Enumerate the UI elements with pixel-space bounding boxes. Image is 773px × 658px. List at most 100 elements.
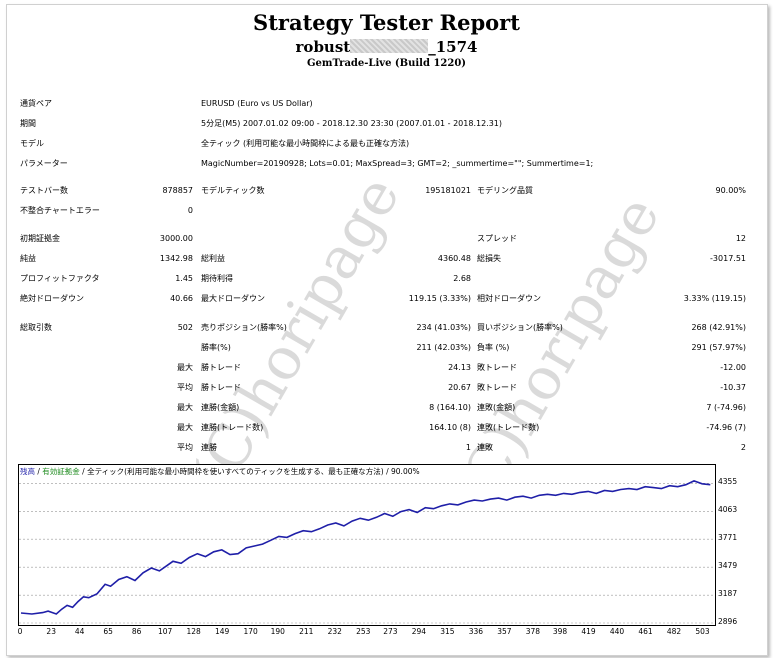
cons-losses-value: 7 (-74.96): [706, 403, 746, 412]
cons-loss-label: 連敗(トレード数): [477, 423, 540, 432]
avg-cons-label: 平均: [177, 443, 193, 452]
period-label: 期間: [20, 119, 36, 128]
short-positions-value: 234 (41.03%): [416, 323, 471, 332]
expected-payoff-label: 期待利得: [201, 274, 233, 283]
legend-margin: 有効証拠金: [42, 467, 80, 476]
mismatch-value: 0: [187, 206, 193, 215]
absolute-drawdown-label: 絶対ドローダウン: [20, 294, 84, 303]
x-tick-label: 357: [497, 627, 512, 636]
long-positions-label: 買いポジション(勝率%): [477, 323, 563, 332]
y-tick-label: 3187: [718, 589, 738, 599]
redaction-mask: [350, 39, 429, 53]
profit-factor-value: 1.45: [175, 274, 193, 283]
total-trades-value: 502: [177, 323, 193, 332]
ticks-value: 195181021: [425, 186, 471, 195]
report-name-suffix: _1574: [428, 38, 478, 56]
params-label: パラメーター: [20, 159, 68, 168]
cons-losses-label: 連敗(金額): [477, 403, 516, 412]
legend-sep-1: /: [35, 467, 43, 476]
loss-trades-label: 負率 (%): [477, 343, 510, 352]
x-tick-label: 44: [74, 627, 85, 636]
relative-drawdown-value: 3.33% (119.15): [683, 294, 746, 303]
profit-factor-label: プロフィットファクタ: [20, 274, 100, 283]
x-tick-label: 482: [666, 627, 682, 636]
quality-value: 90.00%: [715, 186, 746, 195]
ticks-label: モデルティック数: [201, 186, 265, 195]
period-value: 5分足(M5) 2007.01.02 09:00 - 2018.12.30 23…: [201, 119, 503, 128]
avg-cons-wins-label: 連勝: [201, 443, 217, 452]
y-tick-label: 3479: [718, 561, 738, 571]
absolute-drawdown-value: 40.66: [170, 294, 193, 303]
legend-sep-3: /: [383, 467, 392, 476]
x-tick-label: 294: [411, 627, 427, 636]
x-tick-label: 336: [468, 627, 484, 636]
report-title: Strategy Tester Report: [253, 10, 520, 35]
x-tick-label: 107: [158, 627, 173, 636]
report-name-prefix: robust: [295, 38, 351, 56]
average-win-label: 勝トレード: [201, 383, 241, 392]
y-tick-label: 4355: [718, 477, 738, 487]
legend-model: 全ティック(利用可能な最小時間枠を使いすべてのティックを生成する、最も正確な方法…: [87, 467, 384, 476]
params-value: MagicNumber=20190928; Lots=0.01; MaxSpre…: [201, 159, 594, 168]
largest-loss-value: -12.00: [720, 363, 746, 372]
mismatch-label: 不整合チャートエラー: [20, 206, 100, 215]
largest-win-label: 勝トレード: [201, 363, 241, 372]
balance-chart-svg: [19, 480, 715, 624]
legend-sep-2: /: [79, 467, 88, 476]
legend-quality: 90.00%: [391, 467, 420, 476]
y-tick-label: 4063: [718, 505, 738, 515]
cons-profit-value: 164.10 (8): [429, 423, 471, 432]
average-label: 平均: [177, 383, 193, 392]
build-info: GemTrade-Live (Build 1220): [306, 58, 467, 69]
largest-loss-label: 敗トレード: [477, 363, 517, 372]
net-profit-value: 1342.98: [159, 254, 193, 263]
bars-label: テストバー数: [20, 186, 68, 195]
gross-profit-label: 総利益: [201, 254, 225, 263]
x-tick-label: 253: [356, 627, 371, 636]
largest-win-value: 24.13: [448, 363, 471, 372]
x-tick-label: 149: [215, 627, 230, 636]
x-tick-label: 65: [103, 627, 113, 636]
gross-profit-value: 4360.48: [437, 254, 471, 263]
cons-profit-label: 連勝(トレード数): [201, 423, 264, 432]
x-tick-label: 190: [270, 627, 285, 636]
x-tick-label: 211: [299, 627, 314, 636]
deposit-value: 3000.00: [159, 234, 193, 243]
largest-label: 最大: [177, 363, 193, 372]
maximal-drawdown-label: 最大ドローダウン: [201, 294, 265, 303]
gross-loss-value: -3017.51: [710, 254, 746, 263]
x-tick-label: 128: [186, 627, 201, 636]
expected-payoff-value: 2.68: [453, 274, 471, 283]
x-tick-label: 315: [440, 627, 455, 636]
max-cons-amount-label: 最大: [177, 423, 193, 432]
average-loss-value: -10.37: [720, 383, 746, 392]
x-tick-label: 23: [46, 627, 56, 636]
report-name: robust _1574: [0, 38, 773, 56]
x-tick-label: 503: [695, 627, 710, 636]
quality-label: モデリング品質: [477, 186, 533, 195]
maximal-drawdown-value: 119.15 (3.33%): [408, 294, 471, 303]
x-tick-label: 0: [17, 627, 23, 636]
average-win-value: 20.67: [448, 383, 471, 392]
cons-wins-value: 8 (164.10): [429, 403, 471, 412]
x-tick-label: 398: [552, 627, 568, 636]
avg-cons-losses-label: 連敗: [477, 443, 493, 452]
symbol-label: 通貨ペア: [20, 99, 52, 108]
profit-trades-value: 211 (42.03%): [416, 343, 471, 352]
x-tick-label: 273: [383, 627, 398, 636]
x-tick-label: 419: [581, 627, 596, 636]
y-tick-label: 3771: [718, 533, 738, 543]
gross-loss-label: 総損失: [477, 254, 501, 263]
model-label: モデル: [20, 139, 44, 148]
spread-label: スプレッド: [477, 234, 517, 243]
legend-balance: 残高: [20, 467, 35, 476]
x-tick-label: 461: [638, 627, 653, 636]
cons-loss-value: -74.96 (7): [706, 423, 746, 432]
bars-value: 878857: [162, 186, 193, 195]
profit-trades-label: 勝率(%): [201, 343, 231, 352]
chart-legend: 残高 / 有効証拠金 / 全ティック(利用可能な最小時間枠を使いすべてのティック…: [20, 466, 420, 477]
average-loss-label: 敗トレード: [477, 383, 517, 392]
symbol-value: EURUSD (Euro vs US Dollar): [201, 99, 313, 108]
x-tick-label: 170: [243, 627, 258, 636]
short-positions-label: 売りポジション(勝率%): [201, 323, 287, 332]
